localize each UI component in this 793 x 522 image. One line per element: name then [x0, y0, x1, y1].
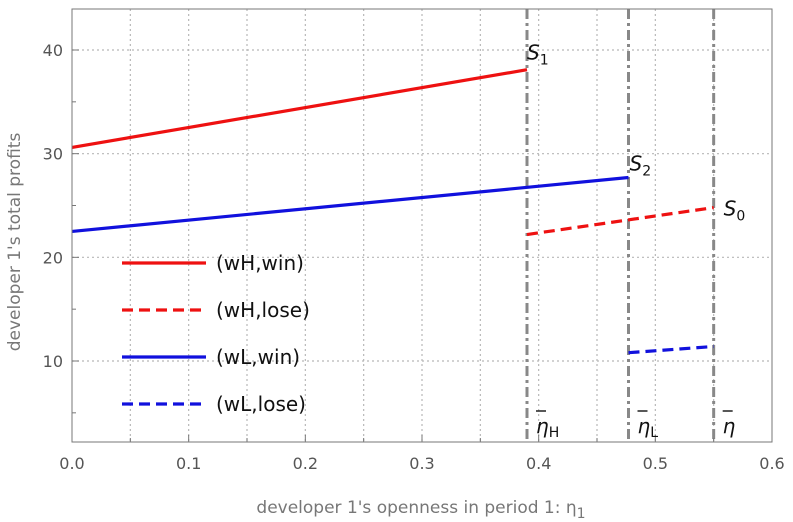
point-label: S1: [527, 41, 549, 69]
legend-label: (wL,win): [216, 345, 300, 369]
series-line: [71, 68, 528, 150]
threshold-label: ηH: [536, 414, 559, 441]
y-tick-label: 20: [43, 248, 63, 267]
threshold-lines: [525, 9, 716, 442]
y-tick-label: 10: [43, 352, 63, 371]
annotations: ηH ηL η S1 S2 S0: [527, 41, 745, 441]
x-tick-label: 0.0: [59, 454, 84, 473]
x-tick-label: 0.3: [409, 454, 434, 473]
x-axis-title: developer 1's openness in period 1: η1: [256, 498, 585, 522]
y-tick-label: 30: [43, 145, 63, 164]
legend: (wH,win) (wH,lose) (wL,win) (wL,lose): [122, 251, 310, 416]
series-line: [628, 344, 714, 355]
y-tick-label: 40: [43, 41, 63, 60]
threshold-label: η: [723, 414, 736, 438]
x-tick-label: 0.5: [643, 454, 668, 473]
y-axis-title: developer 1's total profits: [5, 133, 25, 352]
axis-ticks: 0.0 0.1 0.2 0.3 0.4 0.5 0.6 10 20 30 40: [43, 41, 785, 473]
x-tick-label: 0.6: [759, 454, 784, 473]
point-label: S2: [630, 152, 652, 180]
data-series: [71, 68, 714, 355]
series-line: [71, 175, 629, 234]
x-tick-label: 0.4: [526, 454, 551, 473]
x-tick-label: 0.2: [293, 454, 318, 473]
series-line: [526, 205, 714, 237]
legend-label: (wH,win): [216, 251, 304, 275]
grid: [72, 9, 772, 442]
x-tick-label: 0.1: [176, 454, 201, 473]
threshold-label: ηL: [638, 414, 659, 441]
legend-label: (wL,lose): [216, 392, 306, 416]
point-label: S0: [724, 197, 746, 225]
legend-label: (wH,lose): [216, 298, 310, 322]
